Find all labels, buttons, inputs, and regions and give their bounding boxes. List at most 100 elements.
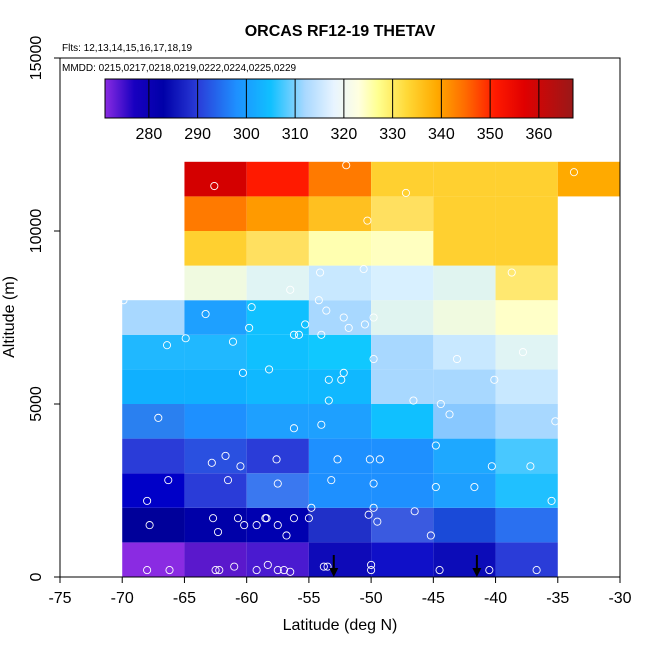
- data-point: [245, 323, 254, 332]
- flights-label: Flts: 12,13,14,15,16,17,18,19: [62, 43, 193, 54]
- data-point: [143, 566, 152, 575]
- data-point: [431, 482, 440, 492]
- heatmap-cell: [308, 369, 372, 404]
- heatmap-cell: [433, 334, 496, 370]
- data-point: [436, 399, 445, 409]
- heatmap-cell: [308, 161, 372, 197]
- data-point: [373, 517, 382, 526]
- data-point: [154, 413, 163, 422]
- data-point: [518, 348, 527, 357]
- heatmap-cell: [308, 438, 372, 474]
- heatmap-cell: [308, 404, 372, 439]
- data-point: [367, 560, 376, 569]
- heatmap-cell: [246, 161, 309, 197]
- data-point: [317, 330, 326, 339]
- colorbar-tick-label: 310: [282, 126, 309, 143]
- heatmap-cell: [308, 265, 372, 301]
- heatmap-cell: [308, 473, 372, 508]
- data-point: [365, 455, 374, 464]
- data-point: [452, 354, 462, 364]
- heatmap-cell: [433, 369, 496, 404]
- data-point: [319, 562, 328, 571]
- data-point: [289, 424, 299, 433]
- data-point: [215, 566, 224, 575]
- data-point: [410, 507, 419, 516]
- data-point: [532, 566, 541, 575]
- heatmap-cell: [122, 334, 185, 370]
- x-tick-label: -30: [608, 590, 631, 607]
- data-point: [238, 368, 247, 377]
- data-point: [273, 479, 282, 488]
- chart-title: ORCAS RF12-19 THETAV: [245, 23, 436, 40]
- heatmap-cell: [433, 542, 496, 577]
- heatmap-cell: [371, 231, 434, 266]
- heatmap-cell: [184, 507, 247, 543]
- heatmap-cell: [308, 231, 372, 266]
- data-point: [143, 496, 152, 505]
- x-axis: -75 -70 -65 -60 -55 -50 -45 -40 -35 -30: [48, 577, 632, 607]
- data-point: [294, 330, 303, 339]
- data-point: [485, 566, 494, 575]
- heatmap-cell: [371, 196, 434, 231]
- x-tick-label: -65: [173, 590, 196, 607]
- heatmap-cell: [433, 161, 496, 197]
- data-point: [487, 462, 496, 471]
- heatmap-cell: [495, 196, 558, 231]
- heatmap-cell: [122, 438, 185, 474]
- heatmap-cell: [184, 542, 247, 577]
- data-point: [526, 462, 535, 471]
- heatmap-cell: [122, 404, 185, 439]
- data-point: [369, 313, 378, 322]
- dates-label: MMDD: 0215,0217,0218,0219,0222,0224,0225…: [62, 63, 297, 74]
- heatmap-cell: [184, 265, 247, 301]
- data-point: [209, 514, 218, 523]
- heatmap-cell: [184, 334, 247, 370]
- data-point: [445, 410, 454, 419]
- data-point: [289, 330, 299, 339]
- data-point: [201, 309, 210, 319]
- data-point: [327, 476, 336, 485]
- heatmap-cell: [308, 507, 372, 543]
- heatmap-cell: [246, 196, 309, 231]
- data-point: [375, 455, 384, 464]
- heatmap-cell: [433, 300, 496, 335]
- colorbar-tick-label: 330: [379, 126, 406, 143]
- data-point: [289, 514, 299, 523]
- colorbar-tick-label: 340: [428, 126, 455, 143]
- heatmap-cell: [308, 196, 372, 231]
- x-axis-label: Latitude (deg N): [283, 617, 398, 634]
- heatmap-cell: [371, 542, 434, 577]
- data-point: [324, 396, 333, 405]
- heatmap-cell: [495, 161, 558, 197]
- heatmap-cell: [495, 265, 558, 301]
- heatmap-cell: [246, 231, 309, 266]
- data-point: [470, 482, 479, 492]
- x-tick-label: -40: [484, 590, 507, 607]
- heatmap-cell: [433, 196, 496, 231]
- data-point: [145, 521, 154, 530]
- heatmap-cell: [495, 369, 558, 404]
- heatmap-cell: [495, 404, 558, 439]
- data-point: [211, 566, 220, 575]
- heatmap-cell: [184, 404, 247, 439]
- heatmap-cell: [371, 300, 434, 335]
- data-point: [337, 375, 346, 384]
- data-point: [236, 462, 245, 471]
- data-point: [207, 458, 216, 467]
- heatmap-cell: [371, 404, 434, 439]
- heatmap-cell: [433, 473, 496, 508]
- x-tick-label: -55: [297, 590, 320, 607]
- colorbar-tick-label: 300: [233, 126, 260, 143]
- data-point: [322, 306, 331, 315]
- data-point: [286, 285, 295, 294]
- arrow-head: [329, 568, 339, 577]
- x-tick-label: -70: [111, 590, 134, 607]
- data-point: [265, 365, 274, 374]
- data-point: [316, 268, 325, 277]
- data-point: [342, 161, 351, 170]
- data-point: [273, 521, 282, 530]
- data-point: [401, 188, 411, 197]
- data-point: [286, 567, 295, 576]
- data-point: [324, 375, 333, 384]
